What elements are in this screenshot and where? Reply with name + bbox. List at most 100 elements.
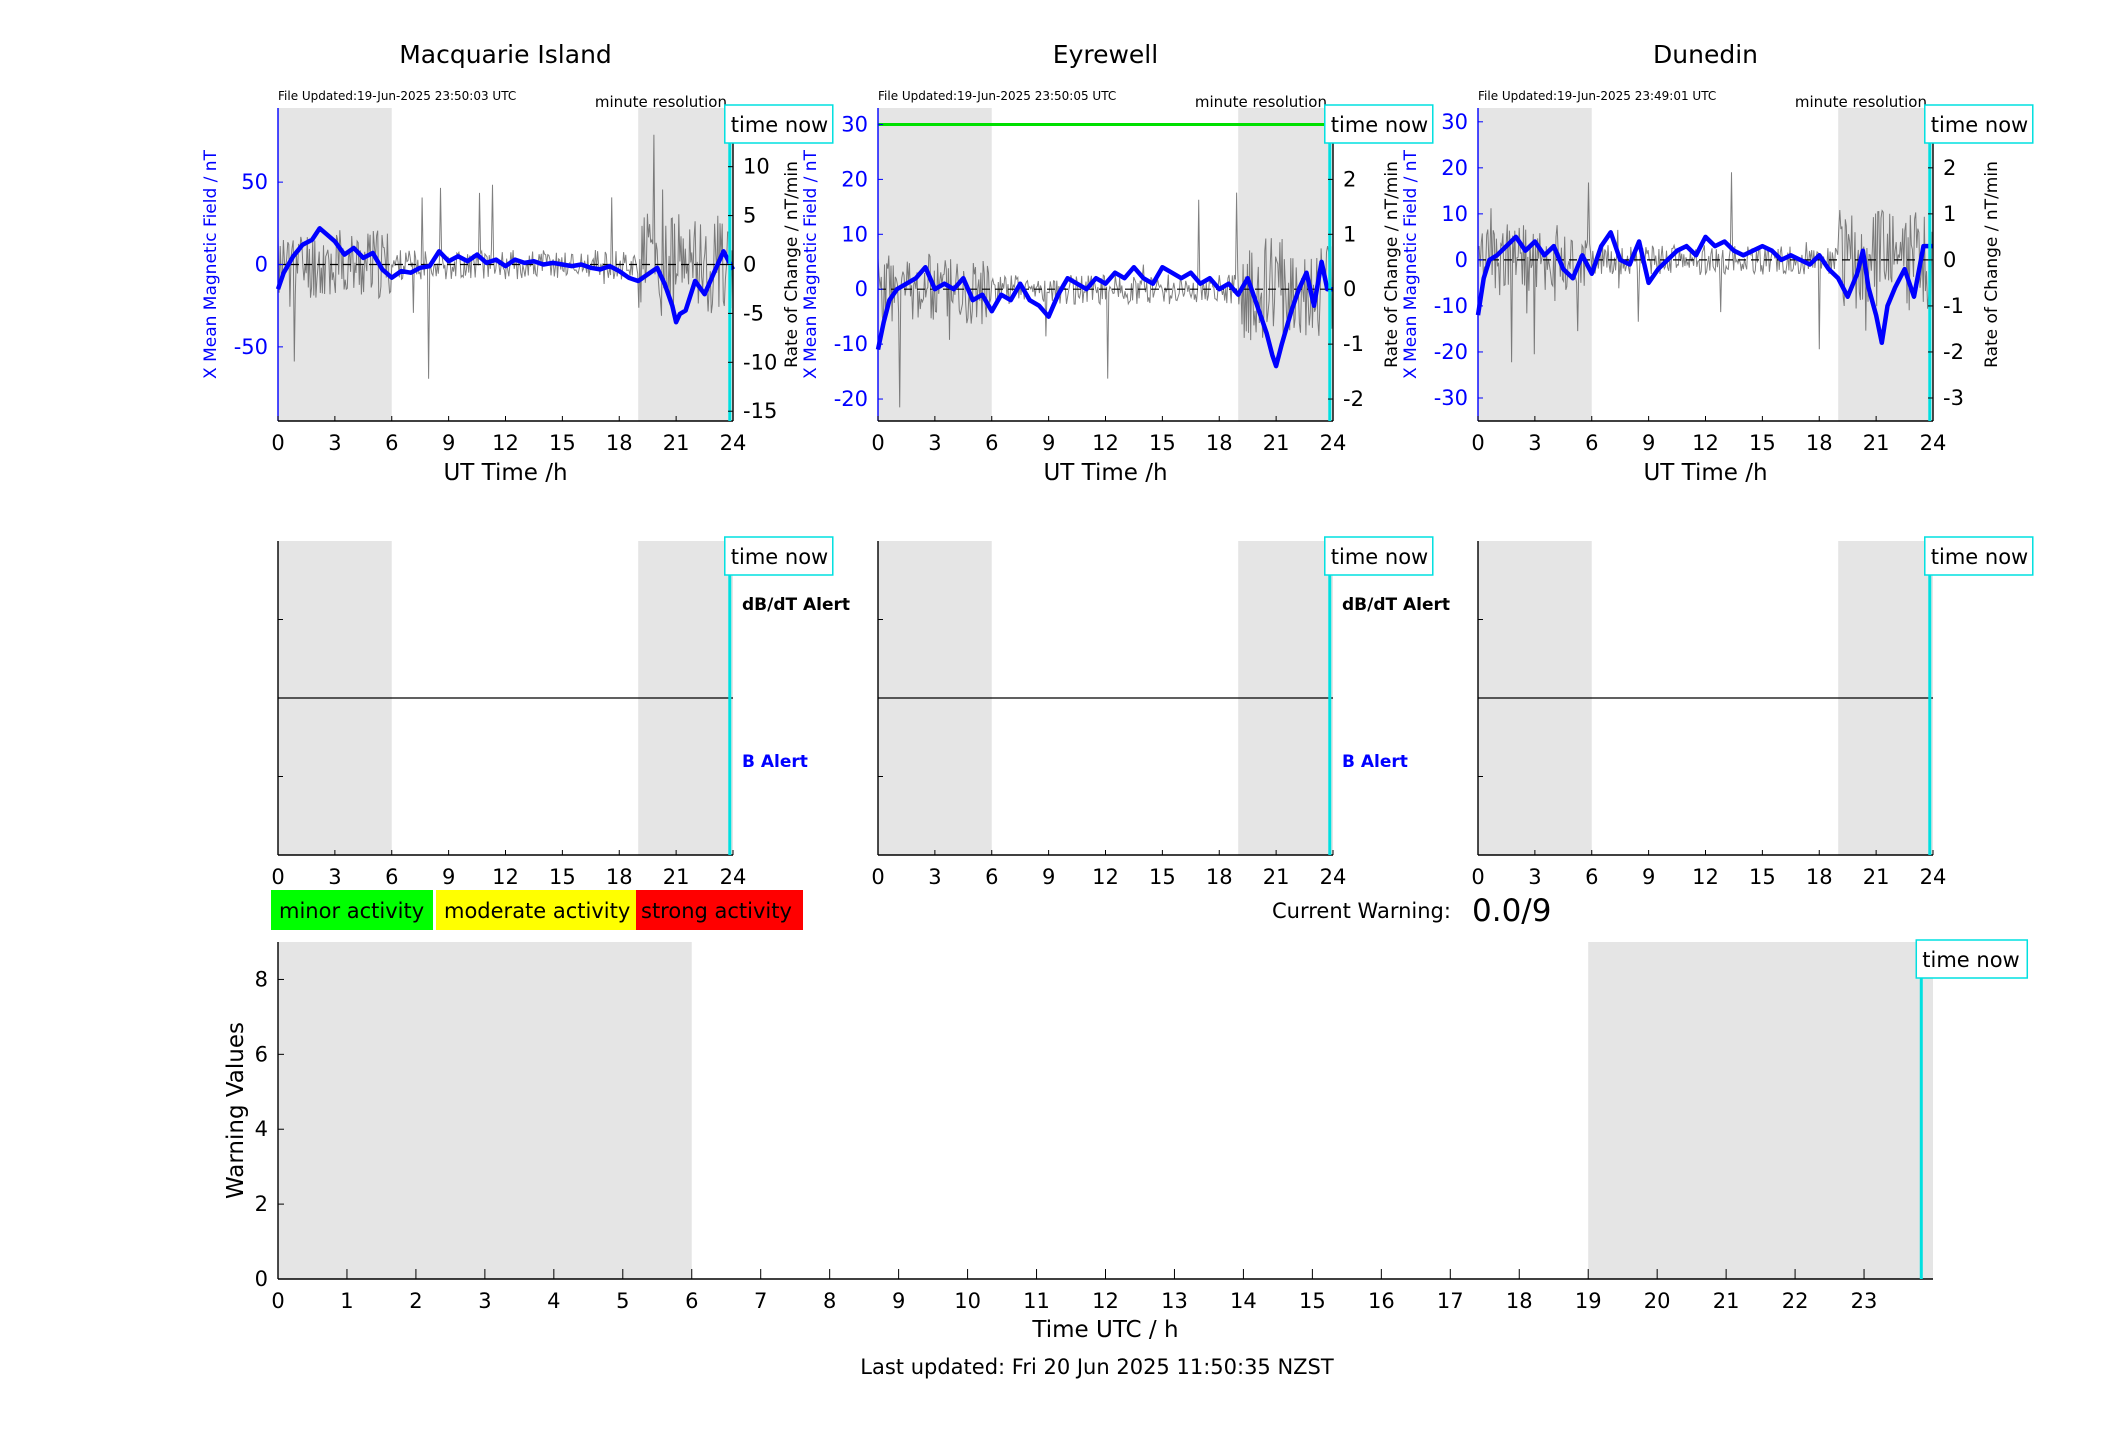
y-right-tick-label: -1 <box>1943 294 1964 318</box>
resolution-label: minute resolution <box>595 93 727 111</box>
x-tick-label: 3 <box>1528 431 1541 455</box>
x-tick-label: 12 <box>1692 431 1719 455</box>
y-tick-label: 10 <box>1441 202 1468 226</box>
x-tick-label: 16 <box>1368 1289 1395 1313</box>
y-tick-label: 30 <box>841 112 868 136</box>
x-tick-label: 13 <box>1161 1289 1188 1313</box>
alert-panel-eyrewell: 0 3 6 9 12 15 18 21 24 dB/dT Alert B Alert time now <box>871 536 1450 889</box>
x-tick-label: 3 <box>1528 865 1541 889</box>
x-tick-label: 0 <box>1471 865 1484 889</box>
x-tick-label: 11 <box>1023 1289 1050 1313</box>
x-tick-label: 21 <box>1863 865 1890 889</box>
night-shade <box>1588 942 1933 1279</box>
y-right-tick-label: 0 <box>1343 277 1356 301</box>
x-axis-label: UT Time /h <box>1643 460 1767 486</box>
x-tick-label: 9 <box>442 865 455 889</box>
time-now-box <box>1324 536 1434 576</box>
x-tick-label: 9 <box>1042 865 1055 889</box>
x-tick-label: 15 <box>549 431 576 455</box>
y-right-tick-label: -10 <box>743 350 777 374</box>
x-tick-label: 15 <box>1149 431 1176 455</box>
x-tick-label: 12 <box>1092 865 1119 889</box>
y-tick-label: 10 <box>841 222 868 246</box>
resolution-label: minute resolution <box>1795 93 1927 111</box>
current-warning-label: Current Warning: <box>1272 899 1451 923</box>
night-shade <box>878 108 992 421</box>
x-tick-label: 24 <box>720 431 747 455</box>
x-tick-label: 15 <box>1749 431 1776 455</box>
file-updated-text: File Updated:19-Jun-2025 23:50:03 UTC <box>278 89 516 103</box>
x-tick-label: 1 <box>340 1289 353 1313</box>
x-tick-label: 6 <box>1585 865 1598 889</box>
y-tick-label: 0 <box>855 277 868 301</box>
station-panel-macquarie: Macquarie Island 0 3 6 9 12 15 18 21 24 UT Time /h… <box>201 40 834 486</box>
y-right-tick-label: -3 <box>1943 386 1964 410</box>
panel-title: Dunedin <box>1653 40 1758 69</box>
x-tick-label: 12 <box>1692 865 1719 889</box>
alert-panel-macquarie: 0 3 6 9 12 15 18 21 24 dB/dT Alert B Alert time now <box>271 536 850 889</box>
x-tick-label: 21 <box>663 431 690 455</box>
x-tick-label: 12 <box>1092 431 1119 455</box>
x-tick-label: 18 <box>1206 865 1233 889</box>
y-tick-label: -10 <box>834 332 868 356</box>
y-right-tick-label: -1 <box>1343 332 1364 356</box>
x-tick-label: 6 <box>1585 431 1598 455</box>
mean-field-line <box>1475 230 1933 346</box>
x-tick-label: 0 <box>271 1289 284 1313</box>
y-tick-label: -50 <box>234 335 268 359</box>
y-tick-label: 30 <box>1441 110 1468 134</box>
x-tick-label: 15 <box>1149 865 1176 889</box>
time-now-label: time now <box>1931 545 2028 569</box>
y-tick-label: 8 <box>255 967 268 991</box>
y-tick-label: -20 <box>834 387 868 411</box>
time-now-label: time now <box>1331 545 1428 569</box>
y-right-tick-label: 0 <box>743 253 756 277</box>
x-tick-label: 6 <box>685 1289 698 1313</box>
x-tick-label: 9 <box>1042 431 1055 455</box>
time-now-label: time now <box>731 113 828 137</box>
x-tick-label: 8 <box>823 1289 836 1313</box>
x-tick-label: 2 <box>409 1289 422 1313</box>
y-axis-label: Warning Values <box>223 1022 249 1199</box>
x-tick-label: 9 <box>442 431 455 455</box>
x-tick-label: 10 <box>954 1289 981 1313</box>
y-tick-label: -10 <box>1434 294 1468 318</box>
y-tick-label: -20 <box>1434 340 1468 364</box>
time-now-label: time now <box>1931 113 2028 137</box>
x-tick-label: 18 <box>1506 1289 1533 1313</box>
x-tick-label: 3 <box>928 865 941 889</box>
b-alert-label: B Alert <box>1342 752 1408 772</box>
x-tick-label: 18 <box>606 865 633 889</box>
x-tick-label: 23 <box>1851 1289 1878 1313</box>
activity-legend: minor activity moderate activity strong … <box>271 890 803 930</box>
resolution-label: minute resolution <box>1195 93 1327 111</box>
x-tick-label: 3 <box>328 865 341 889</box>
y-right-tick-label: 0 <box>1943 248 1956 272</box>
y-tick-label: 20 <box>1441 156 1468 180</box>
x-tick-label: 18 <box>1806 865 1833 889</box>
x-tick-label: 0 <box>871 865 884 889</box>
x-tick-label: 24 <box>1320 865 1347 889</box>
y-axis-label: X Mean Magnetic Field / nT <box>801 149 821 379</box>
x-tick-label: 24 <box>720 865 747 889</box>
legend-minor-swatch <box>271 890 433 930</box>
x-tick-label: 24 <box>1320 431 1347 455</box>
time-now-box <box>1924 536 2034 576</box>
y-right-tick-label: -2 <box>1343 387 1364 411</box>
x-tick-label: 19 <box>1575 1289 1602 1313</box>
night-shade <box>278 942 692 1279</box>
x-axis-label: UT Time /h <box>443 460 567 486</box>
x-tick-label: 21 <box>1713 1289 1740 1313</box>
x-tick-label: 6 <box>385 431 398 455</box>
time-now-box <box>1324 104 1434 144</box>
legend-moderate-swatch <box>436 890 636 930</box>
y-right-tick-label: -15 <box>743 399 777 423</box>
y-right-axis-label: Rate of Change / nT/min <box>782 161 802 368</box>
y-tick-label: 2 <box>255 1192 268 1216</box>
y-tick-label: 20 <box>841 167 868 191</box>
x-tick-label: 17 <box>1437 1289 1464 1313</box>
x-tick-label: 0 <box>271 431 284 455</box>
x-tick-label: 7 <box>754 1289 767 1313</box>
x-tick-label: 6 <box>385 865 398 889</box>
